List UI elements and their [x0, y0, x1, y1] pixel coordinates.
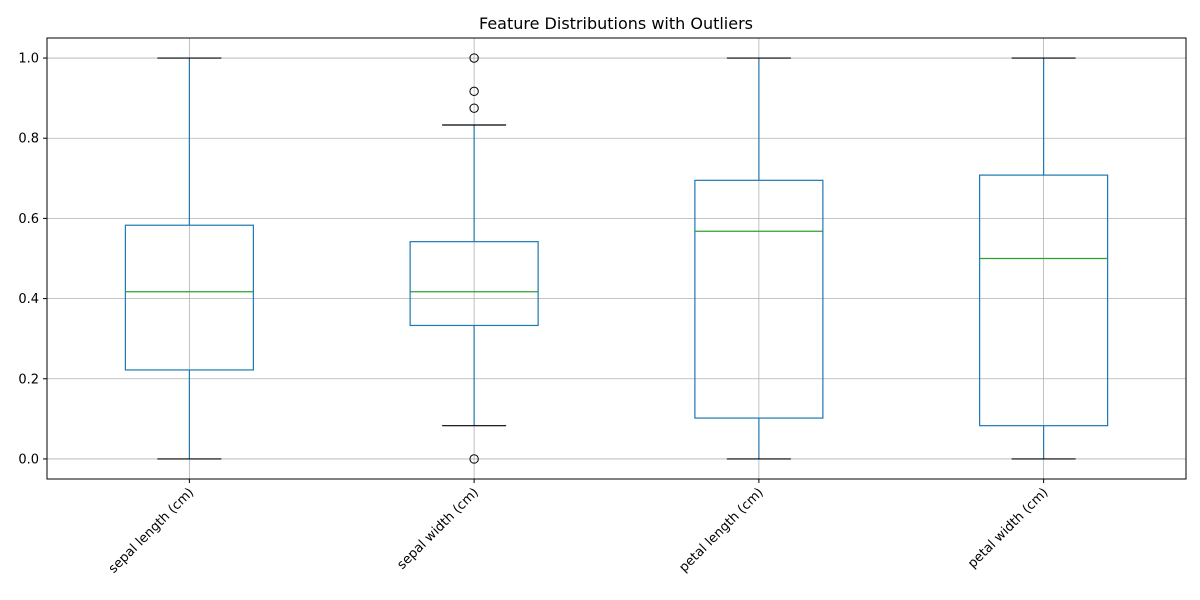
iqr-box	[694, 179, 824, 419]
outlier-point	[469, 103, 479, 113]
x-tick-label: petal length (cm)	[676, 485, 766, 575]
y-axis: 0.0 0.2 0.4 0.6 0.8 1.0	[18, 52, 47, 467]
y-tick-label: 0.8	[18, 132, 39, 147]
iqr-box	[979, 174, 1109, 427]
y-tick-label: 1.0	[18, 52, 39, 67]
outlier-point	[469, 454, 479, 464]
outlier-point	[469, 53, 479, 63]
y-tick-label: 0.0	[18, 452, 39, 467]
x-axis: sepal length (cm) sepal width (cm) petal l…	[106, 479, 1051, 577]
box-4	[979, 57, 1109, 460]
box-1	[124, 57, 254, 460]
box-3	[694, 57, 824, 460]
grid	[47, 38, 1186, 479]
plot-frame	[46, 37, 1187, 480]
boxes	[124, 53, 1109, 464]
y-tick-label: 0.6	[18, 212, 39, 227]
chart-title: Feature Distributions with Outliers	[479, 14, 753, 33]
x-tick-label: petal width (cm)	[965, 485, 1051, 571]
y-tick-label: 0.2	[18, 372, 39, 387]
iqr-box	[124, 224, 254, 371]
x-tick-label: sepal length (cm)	[106, 485, 197, 576]
box-2	[409, 53, 539, 464]
x-tick-label: sepal width (cm)	[395, 485, 482, 572]
outlier-point	[469, 86, 479, 97]
iqr-box	[409, 241, 539, 327]
y-tick-label: 0.4	[18, 292, 39, 307]
